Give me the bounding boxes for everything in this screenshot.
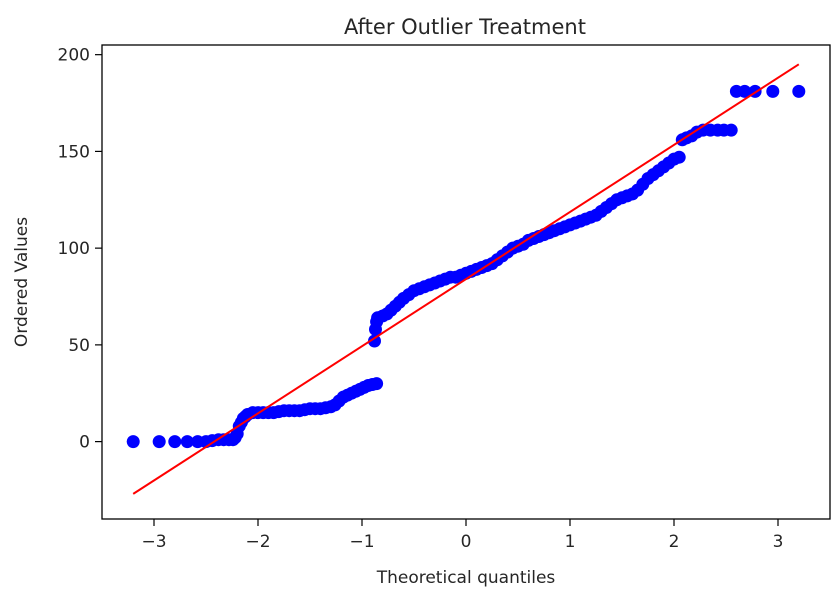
data-point — [724, 123, 738, 137]
fit-line — [132, 63, 800, 495]
y-axis: 0 50 100 150 200 — [58, 46, 102, 453]
x-axis: −3 −2 −1 0 1 2 3 — [141, 519, 783, 552]
x-tick-label: 2 — [669, 532, 680, 552]
y-tick-label: 100 — [58, 239, 90, 259]
x-tick-label: −1 — [349, 532, 374, 552]
chart-title: After Outlier Treatment — [344, 15, 586, 39]
x-tick-label: 3 — [773, 532, 784, 552]
x-axis-label: Theoretical quantiles — [376, 568, 556, 588]
x-tick-label: 0 — [461, 532, 472, 552]
y-axis-label: Ordered Values — [12, 217, 32, 347]
plot-area — [101, 44, 831, 520]
data-point — [766, 84, 780, 98]
data-point — [152, 435, 166, 449]
y-tick-label: 150 — [58, 142, 90, 162]
data-point — [368, 334, 381, 348]
data-point — [180, 435, 194, 449]
x-tick-label: −3 — [141, 532, 166, 552]
data-point — [738, 84, 752, 98]
data-point — [168, 435, 182, 449]
x-tick-label: −2 — [245, 532, 270, 552]
y-tick-label: 0 — [79, 433, 90, 453]
y-tick-label: 50 — [68, 336, 90, 356]
data-point — [792, 84, 806, 98]
data-point — [126, 435, 140, 449]
axes-frame — [101, 44, 831, 520]
data-points — [126, 84, 806, 449]
x-tick-label: 1 — [565, 532, 576, 552]
data-point — [370, 377, 384, 391]
data-point — [672, 150, 686, 164]
y-tick-label: 200 — [58, 46, 90, 66]
